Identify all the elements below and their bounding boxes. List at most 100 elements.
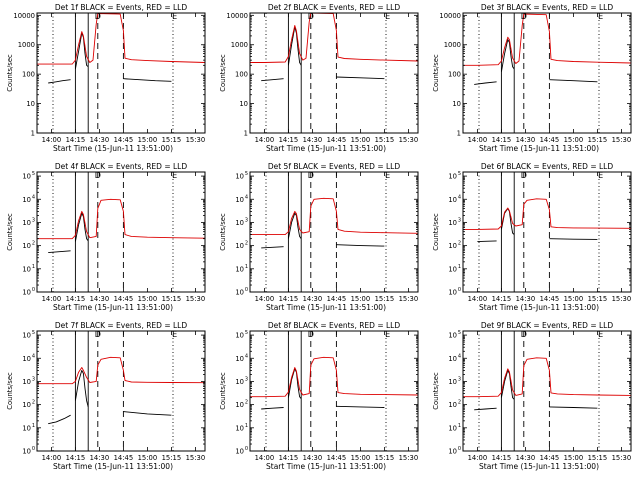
- lld-series-line: [37, 13, 206, 65]
- y-tick-label: 10: [22, 265, 31, 273]
- y-tick-exponent: 2: [32, 241, 35, 247]
- x-axis-label: Start Time (15-Jun-11 13:51:00): [53, 144, 173, 153]
- y-tick-exponent: 1: [245, 423, 248, 429]
- y-tick-exponent: 4: [245, 353, 248, 359]
- x-axis-label: Start Time (15-Jun-11 13:51:00): [53, 462, 173, 471]
- x-tick-label: 14:30: [90, 295, 110, 303]
- corner-symbol-label: E: [598, 330, 603, 339]
- x-tick-label: 15:30: [186, 295, 206, 303]
- y-axis-label: Counts/sec: [6, 213, 14, 251]
- plot-frame: [462, 12, 632, 134]
- events-series-line: [336, 405, 385, 408]
- events-series-line: [123, 78, 172, 82]
- chart-title: Det 6f BLACK = Events, RED = LLD: [481, 162, 614, 171]
- y-tick-label: 10: [448, 173, 457, 181]
- x-tick-label: 14:30: [303, 454, 323, 462]
- y-tick-exponent: 5: [245, 171, 248, 177]
- y-tick-exponent: 0: [458, 287, 461, 293]
- y-tick-label: 10: [448, 242, 457, 250]
- x-tick-label: 15:00: [138, 136, 158, 144]
- y-tick-label: 10: [448, 219, 457, 227]
- x-tick-label: 15:15: [162, 295, 182, 303]
- events-series-line: [549, 406, 598, 409]
- y-tick-label: 10: [22, 332, 31, 340]
- x-tick-label: 14:00: [255, 295, 275, 303]
- y-axis-label: Counts/sec: [6, 372, 14, 410]
- corner-symbol-label: D: [95, 330, 101, 339]
- y-tick-label: 10: [448, 424, 457, 432]
- plot-frame: [36, 330, 206, 452]
- corner-symbol-label: D: [521, 171, 527, 180]
- x-tick-label: 14:15: [66, 454, 86, 462]
- y-axis-label: Counts/sec: [6, 54, 14, 92]
- y-tick-label: 1: [244, 130, 248, 138]
- x-tick-label: 14:30: [303, 295, 323, 303]
- x-tick-label: 15:15: [162, 136, 182, 144]
- plot-frame: [249, 330, 419, 452]
- plot-frame: [36, 171, 206, 293]
- x-tick-label: 14:30: [516, 454, 536, 462]
- x-tick-label: 15:15: [162, 454, 182, 462]
- x-tick-label: 14:15: [279, 136, 299, 144]
- lld-series-line: [250, 12, 419, 63]
- x-tick-label: 14:00: [468, 136, 488, 144]
- chart-title: Det 2f BLACK = Events, RED = LLD: [268, 3, 401, 12]
- x-tick-label: 15:30: [186, 136, 206, 144]
- y-tick-label: 1000: [444, 41, 461, 49]
- y-tick-label: 10: [235, 378, 244, 386]
- y-tick-label: 10000: [13, 12, 35, 20]
- y-axis-label: Counts/sec: [432, 54, 440, 92]
- y-tick-label: 10: [22, 196, 31, 204]
- x-axis-label: Start Time (15-Jun-11 13:51:00): [266, 144, 386, 153]
- y-tick-exponent: 4: [458, 353, 461, 359]
- y-tick-exponent: 4: [32, 194, 35, 200]
- x-tick-label: 14:15: [492, 454, 512, 462]
- x-tick-label: 15:30: [399, 295, 419, 303]
- x-tick-label: 14:30: [516, 136, 536, 144]
- lld-series-line: [37, 198, 206, 240]
- events-series-line: [48, 414, 71, 425]
- x-tick-label: 15:00: [138, 295, 158, 303]
- y-tick-exponent: 5: [32, 171, 35, 177]
- events-series-line: [261, 78, 284, 82]
- events-series-line: [474, 81, 497, 85]
- x-tick-label: 15:00: [351, 454, 371, 462]
- y-tick-exponent: 2: [458, 241, 461, 247]
- x-axis-label: Start Time (15-Jun-11 13:51:00): [479, 144, 599, 153]
- x-tick-label: 14:45: [114, 454, 134, 462]
- x-tick-label: 15:15: [375, 454, 395, 462]
- y-tick-label: 10: [235, 196, 244, 204]
- x-tick-label: 15:15: [375, 136, 395, 144]
- y-tick-exponent: 4: [32, 353, 35, 359]
- x-axis-label: Start Time (15-Jun-11 13:51:00): [266, 303, 386, 312]
- events-series-line: [261, 246, 284, 249]
- x-tick-label: 14:00: [42, 454, 62, 462]
- corner-symbol-label: E: [385, 330, 390, 339]
- corner-symbol-label: E: [172, 171, 177, 180]
- y-tick-exponent: 0: [245, 446, 248, 452]
- y-tick-label: 10000: [226, 12, 248, 20]
- x-tick-label: 15:00: [351, 136, 371, 144]
- y-tick-exponent: 3: [32, 217, 35, 223]
- y-tick-exponent: 5: [458, 330, 461, 336]
- x-tick-label: 15:30: [612, 295, 632, 303]
- chart-title: Det 7f BLACK = Events, RED = LLD: [55, 321, 188, 330]
- x-tick-label: 15:15: [588, 136, 608, 144]
- y-tick-label: 10: [22, 219, 31, 227]
- x-axis-label: Start Time (15-Jun-11 13:51:00): [53, 303, 173, 312]
- y-tick-exponent: 3: [458, 376, 461, 382]
- lld-series-line: [250, 356, 419, 398]
- x-tick-label: 14:15: [66, 136, 86, 144]
- x-axis-label: Start Time (15-Jun-11 13:51:00): [479, 462, 599, 471]
- y-tick-label: 10: [448, 196, 457, 204]
- y-tick-label: 10: [22, 401, 31, 409]
- y-axis-label: Counts/sec: [432, 213, 440, 251]
- y-tick-label: 10: [235, 289, 244, 297]
- plot-frame: [249, 12, 419, 134]
- y-axis-label: Counts/sec: [219, 54, 227, 92]
- corner-symbol-label: E: [385, 171, 390, 180]
- x-tick-label: 15:30: [399, 136, 419, 144]
- y-tick-label: 10: [22, 355, 31, 363]
